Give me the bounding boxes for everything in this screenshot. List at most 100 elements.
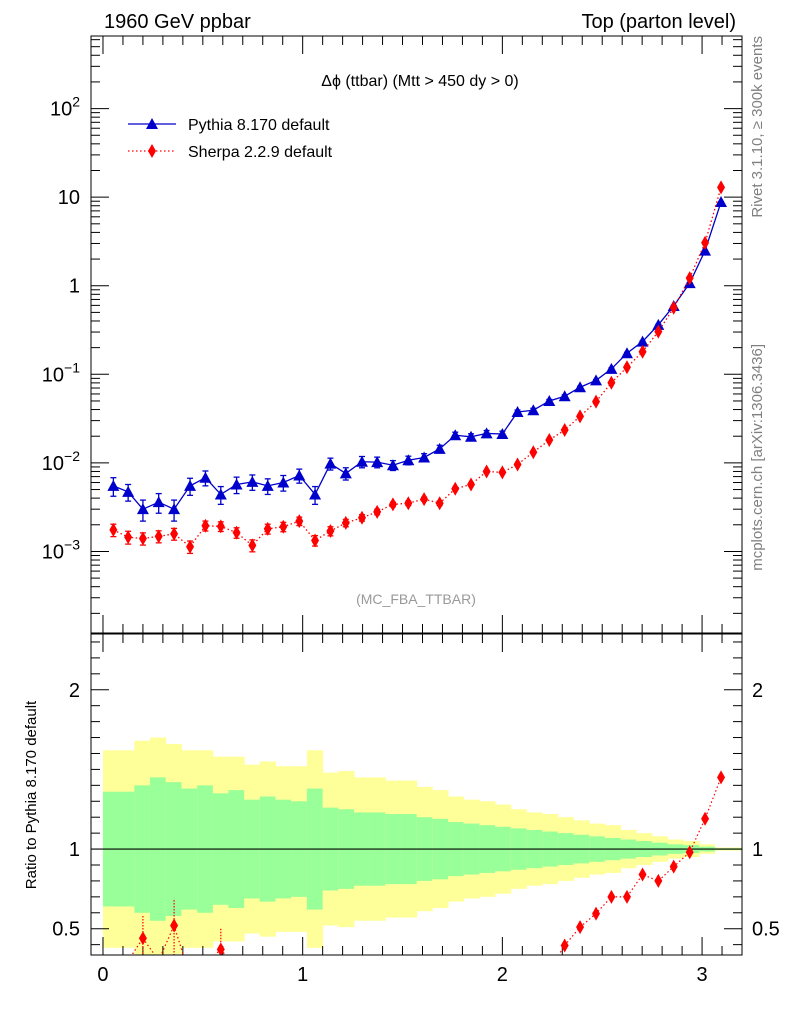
header-right: Top (parton level) (581, 11, 736, 33)
header-left: 1960 GeV ppbar (104, 11, 251, 33)
pythia-point (261, 479, 274, 491)
main-frame (90, 35, 743, 634)
pythia-point (152, 496, 165, 508)
sherpa-point (654, 324, 663, 339)
pythia-point (465, 430, 478, 442)
sherpa-point (529, 445, 538, 460)
sherpa-point (138, 531, 147, 546)
main-series-group (107, 180, 728, 555)
x-tick-label: 0 (97, 964, 108, 986)
sherpa-point (263, 521, 272, 536)
sherpa-point (435, 496, 444, 511)
sherpa-line (113, 187, 722, 548)
pythia-point (590, 374, 603, 386)
pythia-point (636, 335, 649, 347)
pythia-point (199, 471, 212, 483)
sherpa-point (186, 539, 195, 554)
pythia-point (371, 456, 384, 468)
y-tick-label: 102 (50, 94, 80, 121)
sherpa-point (295, 514, 304, 529)
pythia-point (418, 451, 431, 463)
sherpa-point (669, 300, 678, 315)
ratio-ylabel: Ratio to Pythia 8.170 default (23, 700, 40, 889)
chart-title: Δϕ (ttbar) (Mtt > 450 dy > 0) (321, 73, 519, 90)
ratio-panel: 0.5 0.5 1 1 2 2 0 1 2 3 Ratio to Pythia 8.170 de… (23, 633, 780, 986)
analysis-label: (MC_FBA_TTBAR) (356, 591, 476, 607)
y-tick-label: 10−2 (42, 448, 80, 475)
sherpa-point (170, 526, 179, 541)
sherpa-point (279, 519, 288, 534)
ratio-y-tick-labels: 0.5 0.5 1 1 2 2 (52, 680, 780, 941)
pythia-point (574, 381, 587, 393)
pythia-point (402, 454, 415, 466)
pythia-point (699, 244, 712, 256)
pythia-point (652, 318, 665, 330)
sherpa-point (576, 409, 585, 424)
sherpa-ratio-point (170, 918, 179, 933)
pythia-line (113, 201, 722, 511)
sherpa-point (124, 530, 133, 545)
pythia-point (309, 488, 322, 500)
ratio-series-group (91, 770, 742, 955)
sherpa-point (109, 522, 118, 537)
ratio-axis-ticks (91, 634, 743, 955)
sherpa-point (482, 464, 491, 479)
sherpa-ratio-segment (131, 937, 144, 955)
sherpa-point (717, 180, 726, 195)
sherpa-ratio-point (138, 931, 147, 946)
pythia-point (277, 476, 290, 488)
pythia-point (433, 442, 446, 454)
sherpa-ratio-segment (142, 937, 156, 955)
pythia-point (168, 503, 181, 515)
sherpa-point (373, 504, 382, 519)
rivet-label: Rivet 3.1.10, ≥ 300k events (749, 36, 766, 218)
sherpa-ratio-point (607, 889, 616, 904)
sherpa-ratio-point (701, 811, 710, 826)
pythia-point (246, 475, 259, 487)
sherpa-point (201, 518, 210, 533)
pythia-point (620, 347, 633, 359)
legend-pythia-label: Pythia 8.170 default (188, 117, 330, 134)
sherpa-ratio-point (638, 867, 647, 882)
x-tick-label: 3 (696, 964, 707, 986)
ratio-frame (90, 633, 743, 956)
sherpa-point (545, 433, 554, 448)
x-tick-label: 1 (297, 964, 308, 986)
sherpa-ratio-point (622, 889, 631, 904)
ratio-y-tick-label-right: 2 (752, 680, 763, 702)
sherpa-point (451, 481, 460, 496)
sherpa-ratio-point (560, 938, 569, 953)
sherpa-point (326, 524, 335, 539)
x-tick-label: 2 (497, 964, 508, 986)
sherpa-ratio-point (576, 920, 585, 935)
pythia-point (605, 362, 618, 374)
legend-entry-sherpa: Sherpa 2.2.9 default (128, 144, 333, 161)
x-tick-labels: 0 1 2 3 (97, 964, 707, 986)
y-tick-label: 10−1 (42, 359, 80, 386)
pythia-point (339, 467, 352, 479)
pythia-point (449, 429, 462, 441)
sherpa-point (357, 510, 366, 525)
sherpa-point (154, 529, 163, 544)
sherpa-ratio-point (654, 873, 663, 888)
sherpa-point (592, 394, 601, 409)
sherpa-ratio-segment (220, 949, 227, 955)
sherpa-point (560, 423, 569, 438)
sherpa-point (701, 235, 710, 250)
sherpa-point (513, 457, 522, 472)
y-tick-label: 10 (58, 187, 80, 209)
main-y-tick-labels: 10−3 10−2 10−1 1 10 102 (42, 94, 80, 564)
sherpa-ratio-point (592, 906, 601, 921)
legend-entry-pythia: Pythia 8.170 default (128, 117, 330, 134)
sherpa-ratio-line (558, 777, 722, 955)
sherpa-ratio-point (685, 845, 694, 860)
mcplots-label: mcplots.cern.ch [arXiv:1306.3436] (749, 344, 766, 571)
sherpa-point (248, 538, 257, 553)
pythia-point (230, 478, 243, 490)
sherpa-point (404, 496, 413, 511)
ratio-y-tick-label-right: 1 (752, 839, 763, 861)
pythia-point (496, 427, 509, 439)
sherpa-point (216, 519, 225, 534)
sherpa-point (232, 525, 241, 540)
